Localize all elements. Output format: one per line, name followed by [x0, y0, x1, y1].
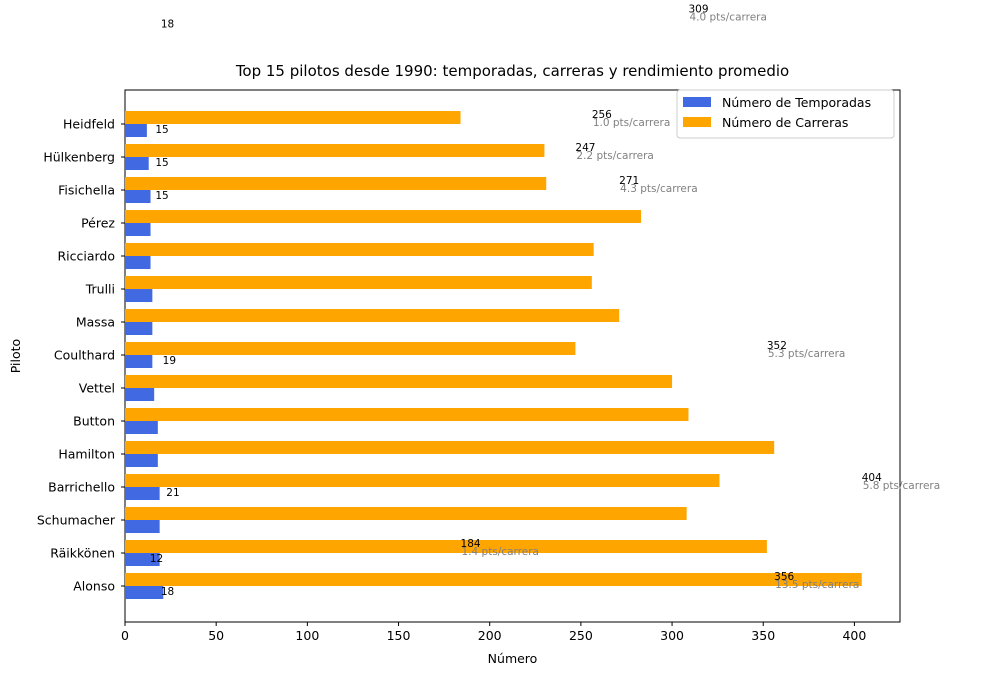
y-tick-label-Coulthard: Coulthard — [54, 348, 115, 363]
race-annotation-1: 184 — [461, 538, 481, 550]
bar-carreras-Alonso — [125, 573, 862, 586]
bar-temporadas-Massa — [125, 322, 153, 335]
season-annotation-2: 21 — [166, 487, 179, 499]
y-tick-label-Schumacher: Schumacher — [37, 513, 116, 528]
y-tick-label-Vettel: Vettel — [79, 381, 115, 396]
points-annotation-3: 5.3 pts/carrera — [768, 348, 845, 360]
chart-title: Top 15 pilotos desde 1990: temporadas, c… — [235, 62, 789, 80]
x-tick-label-150: 150 — [387, 628, 411, 643]
points-annotation-0: 13.5 pts/carrera — [775, 579, 859, 591]
x-tick-label-400: 400 — [842, 628, 866, 643]
points-annotation-4: 4.3 pts/carrera — [620, 183, 697, 195]
bar-temporadas-Ricciardo — [125, 256, 151, 269]
x-tick-label-50: 50 — [208, 628, 224, 643]
bar-temporadas-Räikkönen — [125, 553, 160, 566]
x-tick-label-200: 200 — [478, 628, 502, 643]
points-annotation-6: 1.0 pts/carrera — [593, 117, 670, 129]
y-tick-label-Button: Button — [73, 414, 115, 429]
points-annotation-7: 4.0 pts/carrera — [689, 11, 766, 23]
bar-temporadas-Barrichello — [125, 487, 160, 500]
bar-carreras-Ricciardo — [125, 243, 594, 256]
bar-carreras-Fisichella — [125, 177, 547, 190]
bar-carreras-Button — [125, 408, 689, 421]
race-annotation-0: 356 — [774, 571, 794, 583]
race-annotation-6: 256 — [592, 109, 612, 121]
bar-temporadas-Schumacher — [125, 520, 160, 533]
y-tick-label-Alonso: Alonso — [73, 579, 115, 594]
x-tick-label-0: 0 — [121, 628, 129, 643]
legend-swatch-1 — [683, 117, 711, 127]
bar-carreras-Hülkenberg — [125, 144, 545, 157]
y-tick-label-Massa: Massa — [76, 315, 115, 330]
y-tick-label-Heidfeld: Heidfeld — [63, 117, 115, 132]
points-annotation-5: 2.2 pts/carrera — [576, 150, 653, 162]
season-annotation-6: 15 — [155, 124, 168, 136]
bar-carreras-Heidfeld — [125, 111, 461, 124]
race-annotation-7: 309 — [688, 3, 708, 15]
race-annotation-2: 404 — [862, 472, 882, 484]
y-tick-label-Pérez: Pérez — [81, 216, 115, 231]
y-tick-label-Räikkönen: Räikkönen — [50, 546, 115, 561]
bar-carreras-Massa — [125, 309, 620, 322]
y-tick-label-Fisichella: Fisichella — [58, 183, 115, 198]
legend-label-1: Número de Carreras — [722, 115, 848, 130]
bar-carreras-Schumacher — [125, 507, 687, 520]
season-annotation-0: 18 — [161, 586, 174, 598]
x-tick-label-100: 100 — [295, 628, 319, 643]
bar-carreras-Coulthard — [125, 342, 576, 355]
race-annotation-3: 352 — [767, 340, 787, 352]
bar-carreras-Trulli — [125, 276, 592, 289]
bar-temporadas-Hülkenberg — [125, 157, 149, 170]
x-tick-label-300: 300 — [660, 628, 684, 643]
bar-temporadas-Vettel — [125, 388, 155, 401]
season-annotation-1: 12 — [150, 553, 163, 565]
bar-carreras-Pérez — [125, 210, 642, 223]
x-tick-label-350: 350 — [751, 628, 775, 643]
points-annotation-1: 1.4 pts/carrera — [462, 546, 539, 558]
y-tick-label-Hülkenberg: Hülkenberg — [43, 150, 115, 165]
legend-box — [676, 89, 895, 139]
legend: Número de Temporadas Número de Carreras — [676, 89, 895, 139]
y-axis-label: Piloto — [8, 339, 23, 373]
bar-temporadas-Coulthard — [125, 355, 153, 368]
bar-temporadas-Pérez — [125, 223, 151, 236]
bar-temporadas-Heidfeld — [125, 124, 147, 137]
bars-group — [125, 111, 862, 599]
y-tick-label-Barrichello: Barrichello — [48, 480, 115, 495]
bar-carreras-Vettel — [125, 375, 673, 388]
y-tick-label-Trulli: Trulli — [85, 282, 115, 297]
bar-temporadas-Fisichella — [125, 190, 151, 203]
y-tick-label-Ricciardo: Ricciardo — [57, 249, 115, 264]
x-axis-label: Número — [488, 651, 538, 666]
y-axis-ticks: Alonso Räikkönen Schumacher Barrichello Hami… — [37, 117, 125, 594]
race-annotation-4: 271 — [619, 175, 639, 187]
race-annotation-5: 247 — [575, 142, 595, 154]
bar-temporadas-Trulli — [125, 289, 153, 302]
season-annotation-5: 15 — [155, 157, 168, 169]
x-axis-ticks: 0 50 100 150 200 250 300 350 400 — [121, 622, 866, 643]
season-annotation-7: 18 — [161, 18, 174, 30]
bar-carreras-Barrichello — [125, 474, 720, 487]
season-annotation-4: 15 — [155, 190, 168, 202]
bar-temporadas-Alonso — [125, 586, 164, 599]
bar-carreras-Räikkönen — [125, 540, 767, 553]
points-annotation-2: 5.8 pts/carrera — [863, 480, 940, 492]
bar-carreras-Hamilton — [125, 441, 775, 454]
bar-temporadas-Button — [125, 421, 158, 434]
y-tick-label-Hamilton: Hamilton — [58, 447, 115, 462]
bar-temporadas-Hamilton — [125, 454, 158, 467]
legend-swatch-0 — [683, 97, 711, 107]
season-annotation-3: 19 — [163, 355, 176, 367]
legend-label-0: Número de Temporadas — [722, 95, 871, 110]
x-tick-label-250: 250 — [569, 628, 593, 643]
